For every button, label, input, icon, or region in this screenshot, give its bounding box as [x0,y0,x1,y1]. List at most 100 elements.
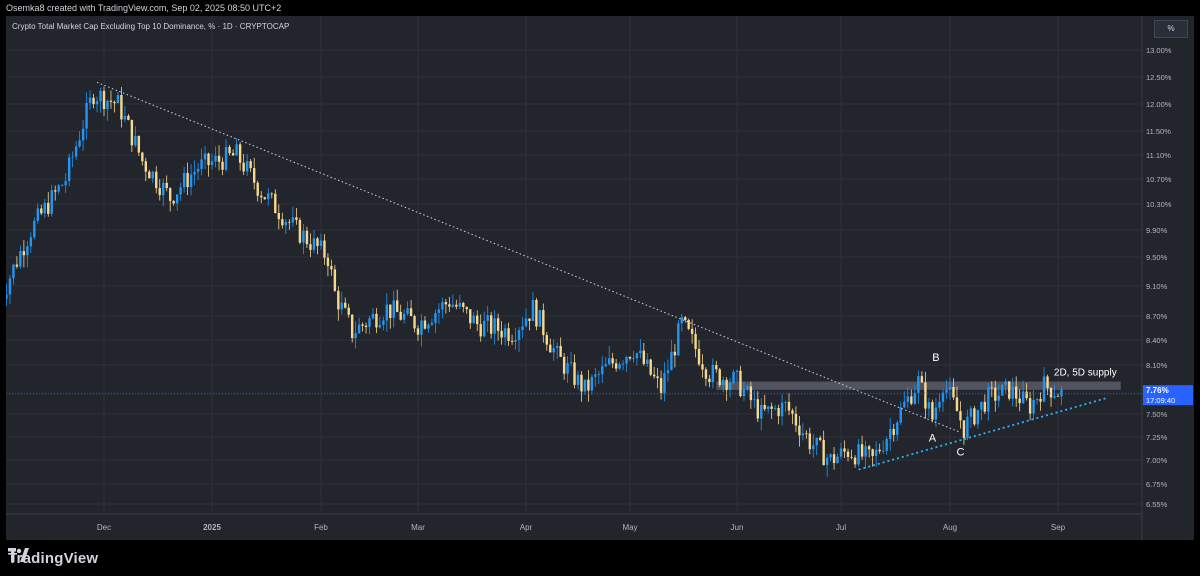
candle-body [777,407,780,417]
candle-body [614,363,618,369]
candle-body [732,371,735,383]
candle-body [583,379,587,392]
candle-body [701,364,704,370]
candle-body [396,300,399,312]
candle-body [787,401,791,411]
candle-body [1014,386,1018,399]
candle-body [85,102,88,129]
candle-body [344,302,347,308]
candle-body [836,456,839,464]
candle-body [288,221,291,223]
candle-body [542,310,545,336]
candle-body [864,446,867,457]
candle-body [938,401,941,408]
candle-body [207,153,210,166]
candle-body [535,299,538,327]
candle-body [966,416,969,438]
candle-body [162,182,165,196]
candle-body [843,448,846,452]
candle-body [291,217,295,223]
candle-body [102,90,106,110]
candle-body [670,351,673,371]
candle-body [628,356,632,359]
candle-body [469,309,472,324]
candle-body [801,433,805,436]
candle-body [482,320,486,337]
candle-body [151,171,154,179]
candle-body [238,144,242,163]
candle-body [298,219,302,243]
candle-body [231,153,235,156]
y-tick-label: 8.10% [1146,361,1168,370]
candle-body [270,193,273,195]
candle-body [829,454,832,458]
candle-body [1042,376,1046,402]
y-tick-label: 8.40% [1146,336,1168,345]
candle-body [479,324,482,337]
candle-body [113,101,116,104]
candle-body [507,328,510,341]
chart-panel[interactable]: 13.00% 12.50% 12.00% 11.50% 11.10% 10.70% 10.3… [6,16,1194,540]
y-tick-label: 6.55% [1146,500,1168,509]
candle-body [252,168,256,183]
candle-body [127,115,130,120]
candle-body [81,128,85,141]
candle-body [1021,391,1025,404]
candle-body [137,136,141,153]
x-tick-label: Dec [97,523,111,532]
y-tick-label: 11.50% [1146,127,1171,136]
candle-body [927,402,931,409]
price-chart[interactable]: 13.00% 12.50% 12.00% 11.50% 11.10% 10.70% 10.3… [6,16,1194,540]
candle-body [697,349,701,365]
candle-body [357,324,361,334]
candle-body [267,193,270,200]
candle-body [67,157,71,182]
candle-body [973,408,976,425]
candle-body [165,182,168,189]
candle-body [316,238,319,247]
candle-body [656,376,659,379]
candle-body [899,407,902,423]
candle-body [945,389,948,393]
candle-body [934,407,938,420]
brand-name: TradingView [8,549,99,567]
y-tick-label: 10.70% [1146,175,1172,184]
price-scale-unit-button[interactable]: % [1154,20,1188,38]
candle-body [566,363,569,374]
candle-body [50,190,53,214]
candle-body [95,101,99,105]
candle-body [635,353,639,359]
candle-body [770,406,773,409]
x-tick-label: Mar [411,523,425,532]
candle-body [853,457,857,465]
candle-body [217,155,221,162]
candle-body [952,387,955,398]
candle-body [794,413,798,426]
tradingview-brand[interactable]: TradingView [8,548,98,568]
candle-body [99,90,102,102]
candle-body [423,320,427,329]
candle-body [753,399,756,401]
wave-point-label: C [956,446,964,458]
candle-body [959,411,962,421]
y-tick-label: 7.25% [1146,433,1168,442]
candle-body [364,325,368,328]
candle-body [867,446,871,450]
candle-body [168,188,172,201]
candle-body [19,251,22,267]
candle-body [808,433,811,450]
candle-body [711,365,715,383]
candle-body [663,373,666,394]
candle-body [1039,398,1042,402]
candle-body [1049,387,1053,398]
candle-body [980,401,983,410]
candle-body [375,313,378,328]
candle-body [382,320,385,325]
candle-body [155,171,158,189]
candle-body [305,230,309,245]
candle-body [590,376,594,391]
candle-body [420,320,423,335]
candle-body [120,95,123,120]
candle-body [12,264,15,279]
